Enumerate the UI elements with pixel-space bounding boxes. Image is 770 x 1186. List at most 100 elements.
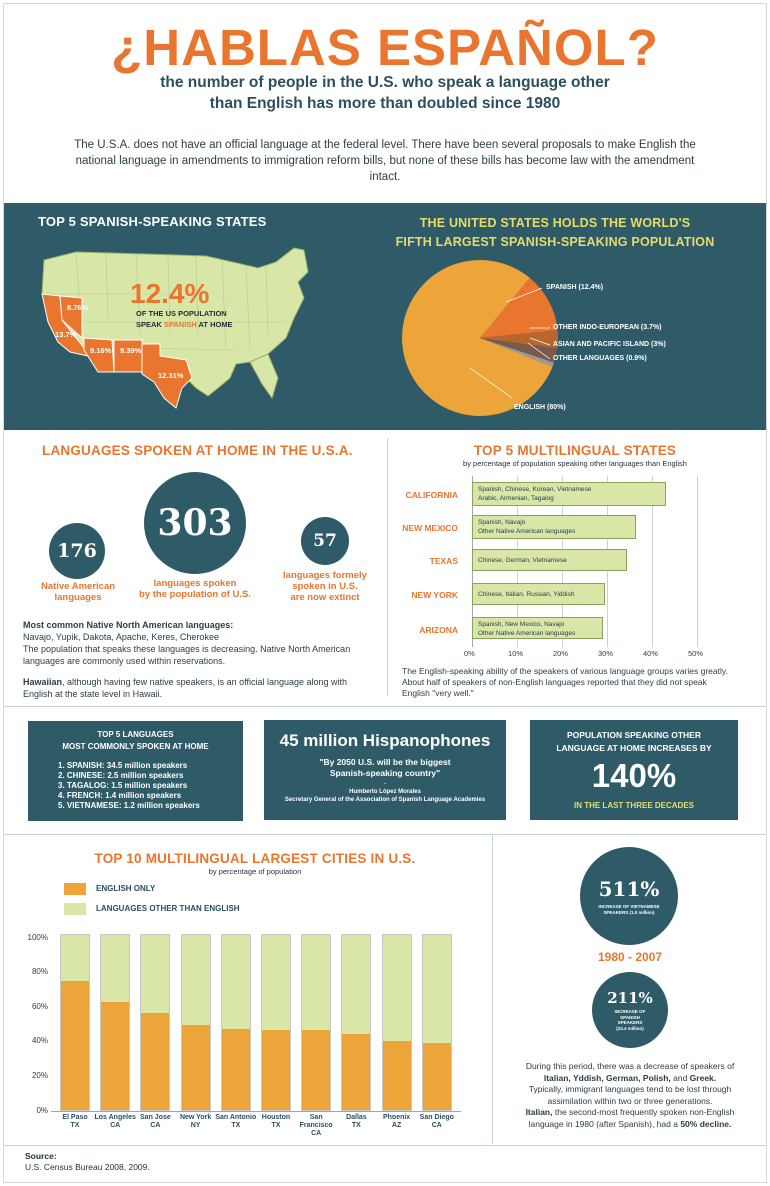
city-name: Phoenix <box>382 1114 411 1121</box>
state-label-texas: 12.31% <box>158 371 184 380</box>
vietnamese-caption-1: INCREASE OF VIETNAMESE <box>598 903 660 909</box>
city-name: Houston <box>261 1114 291 1121</box>
top5-item-4-name: 4. FRENCH: <box>58 791 103 800</box>
top5-item-1-value: 34.5 million speakers <box>104 761 188 770</box>
top5-item-2: 2. CHINESE: 2.5 million speakers <box>58 771 243 781</box>
legend-other-swatch <box>64 903 86 915</box>
city-label-4: San Antonio TX <box>214 1114 258 1130</box>
pie-label-asian: ASIAN AND PACIFIC ISLAND (3%) <box>553 341 666 348</box>
city-bar-english-1 <box>101 1002 130 1110</box>
top5-heading-line-1: TOP 5 LANGUAGES <box>97 730 174 739</box>
state-bar-languages: Chinese, Italian, Russian, Yiddish <box>478 591 575 598</box>
hispanophones-box: 45 million Hispanophones "By 2050 U.S. w… <box>264 720 506 820</box>
state-name-california: CALIFORNIA <box>405 490 458 500</box>
hispanophones-heading: 45 million Hispanophones <box>279 731 491 750</box>
quote-line-2: Spanish-speaking country" <box>329 768 441 778</box>
state-bar-languages-2: Other Native American languages <box>478 630 576 637</box>
decline-pct: 50% decline. <box>680 1118 732 1129</box>
y-tick-60: 60% <box>31 1002 48 1011</box>
extinct-languages-count: 57 <box>313 531 337 551</box>
city-state: CA <box>431 1122 442 1129</box>
decline-italian-rest: the second-most frequently spoken non-En… <box>552 1107 735 1117</box>
top5-item-5: 5. VIETNAMESE: 1.2 million speakers <box>58 801 243 811</box>
city-bar-other-0 <box>60 934 90 1111</box>
pie-leaders <box>469 287 551 399</box>
spanish-caption-1: INCREASE OF <box>614 1009 646 1014</box>
caption-line-2: SPEAK SPANISH AT HOME <box>136 319 233 330</box>
hawaii-text: Hawaiian, although having few native spe… <box>23 676 373 700</box>
city-label-7: Dallas TX <box>334 1114 378 1130</box>
multilingual-states-heading: TOP 5 MULTILINGUAL STATES <box>473 443 677 458</box>
state-bar-languages-2: Arabic, Armenian, Tagalog <box>478 495 554 502</box>
spanish-growth-caption: INCREASE OF SPANISH SPEAKERS (23.4 milli… <box>615 1009 646 1031</box>
spanish-caption-2: SPANISH <box>620 1014 640 1020</box>
english-ability-note: The English-speaking ability of the spea… <box>402 666 728 698</box>
pie-slices <box>402 260 558 416</box>
page-frame <box>3 3 767 1183</box>
top5-item-4: 4. FRENCH: 1.4 million speakers <box>58 791 243 801</box>
state-name-texas: TEXAS <box>429 556 458 566</box>
increase-heading: POPULATION SPEAKING OTHER LANGUAGE AT HO… <box>530 729 738 755</box>
city-bar-english-8 <box>382 1040 411 1110</box>
source-block: Source: U.S. Census Bureau 2008, 2009. <box>25 1151 150 1173</box>
extinct-label-line-3: are now extinct <box>290 592 360 603</box>
caption-line-1: OF THE US POPULATION <box>136 309 227 318</box>
city-name: New York <box>179 1114 212 1121</box>
source-text: U.S. Census Bureau 2008, 2009. <box>25 1162 150 1172</box>
florida-shape <box>249 353 279 400</box>
spanish-growth-value: 211% <box>607 989 653 1007</box>
divider-horizontal-3 <box>4 1145 766 1146</box>
city-label-1: Los Angeles CA <box>93 1114 137 1130</box>
total-languages-label: languages spoken by the population of U.… <box>130 578 260 600</box>
top5-item-5-value: 1.2 million speakers <box>121 801 200 810</box>
extinct-label-line-2: spoken in U.S. <box>292 581 358 592</box>
native-label-line-1: Native American <box>40 581 116 592</box>
city-bar-other-9 <box>421 934 452 1111</box>
world-heading-line-2: FIFTH LARGEST SPANISH-SPEAKING POPULATIO… <box>395 235 715 249</box>
increase-heading-line-2: LANGUAGE AT HOME INCREASES BY <box>556 743 712 753</box>
city-name: San Jose <box>140 1114 171 1121</box>
city-label-3: New York NY <box>174 1114 218 1130</box>
y-tick-100: 100% <box>27 933 48 942</box>
top5-languages-box: TOP 5 LANGUAGES MOST COMMONLY SPOKEN AT … <box>28 721 243 821</box>
state-bar-0: Spanish, Chinese, Korean, Vietnamese Arab… <box>472 482 666 506</box>
state-bar-3: Chinese, Italian, Russian, Yiddish <box>472 583 605 605</box>
city-bar-other-1 <box>100 934 131 1111</box>
subtitle-line-1: the number of people in the U.S. who spe… <box>160 74 610 91</box>
top5-heading: TOP 5 LANGUAGES MOST COMMONLY SPOKEN AT … <box>28 729 243 753</box>
world-heading-line-1: THE UNITED STATES HOLDS THE WORLD'S <box>419 216 691 230</box>
pie-slice-1 <box>480 330 558 349</box>
city-bar-other-3 <box>180 934 211 1111</box>
language-pie-chart <box>402 260 558 416</box>
city-state: AZ <box>391 1122 402 1129</box>
hawaii-rest: , although having few native speakers, i… <box>23 677 348 699</box>
city-state: TX <box>231 1122 241 1129</box>
decline-italian: Italian, <box>525 1107 553 1117</box>
decline-line-2: Italian, Yddish, German, Polish, and Gre… <box>498 1073 762 1085</box>
hawaii-bold: Hawaiian <box>23 677 63 687</box>
city-state: TX <box>271 1122 281 1129</box>
native-text: The population that speaks these languag… <box>23 644 351 666</box>
languages-heading: LANGUAGES SPOKEN AT HOME IN THE U.S.A. <box>42 443 353 458</box>
city-bar-english-4 <box>221 1028 250 1110</box>
state-label-california: 13.7% <box>55 330 77 339</box>
city-bar-english-0 <box>61 980 89 1110</box>
state-borders <box>42 251 286 351</box>
top5-item-4-value: 1.4 million speakers <box>102 791 182 800</box>
city-bar-english-9 <box>422 1042 451 1110</box>
city-bar-other-4 <box>220 934 251 1111</box>
increase-value: 140% <box>591 757 677 794</box>
top5-item-1: 1. SPANISH: 34.5 million speakers <box>58 761 243 771</box>
texas-shape <box>141 343 193 409</box>
city-name: San Antonio <box>215 1114 257 1121</box>
nevada-shape <box>59 295 83 340</box>
y-tick-40: 40% <box>31 1036 48 1045</box>
state-bar-4: Spanish, New Mexico, Navajo Other Native … <box>472 617 603 639</box>
city-label-2: San Jose CA <box>133 1114 177 1130</box>
y-tick-20: 20% <box>31 1071 48 1080</box>
spanish-pct: 12.4% <box>130 278 210 309</box>
total-languages-count: 303 <box>157 502 233 544</box>
quote-dash: - <box>383 780 387 787</box>
top5-item-3: 3. TAGALOG: 1.5 million speakers <box>58 781 243 791</box>
state-label-new-mexico: 9.39% <box>120 346 142 355</box>
